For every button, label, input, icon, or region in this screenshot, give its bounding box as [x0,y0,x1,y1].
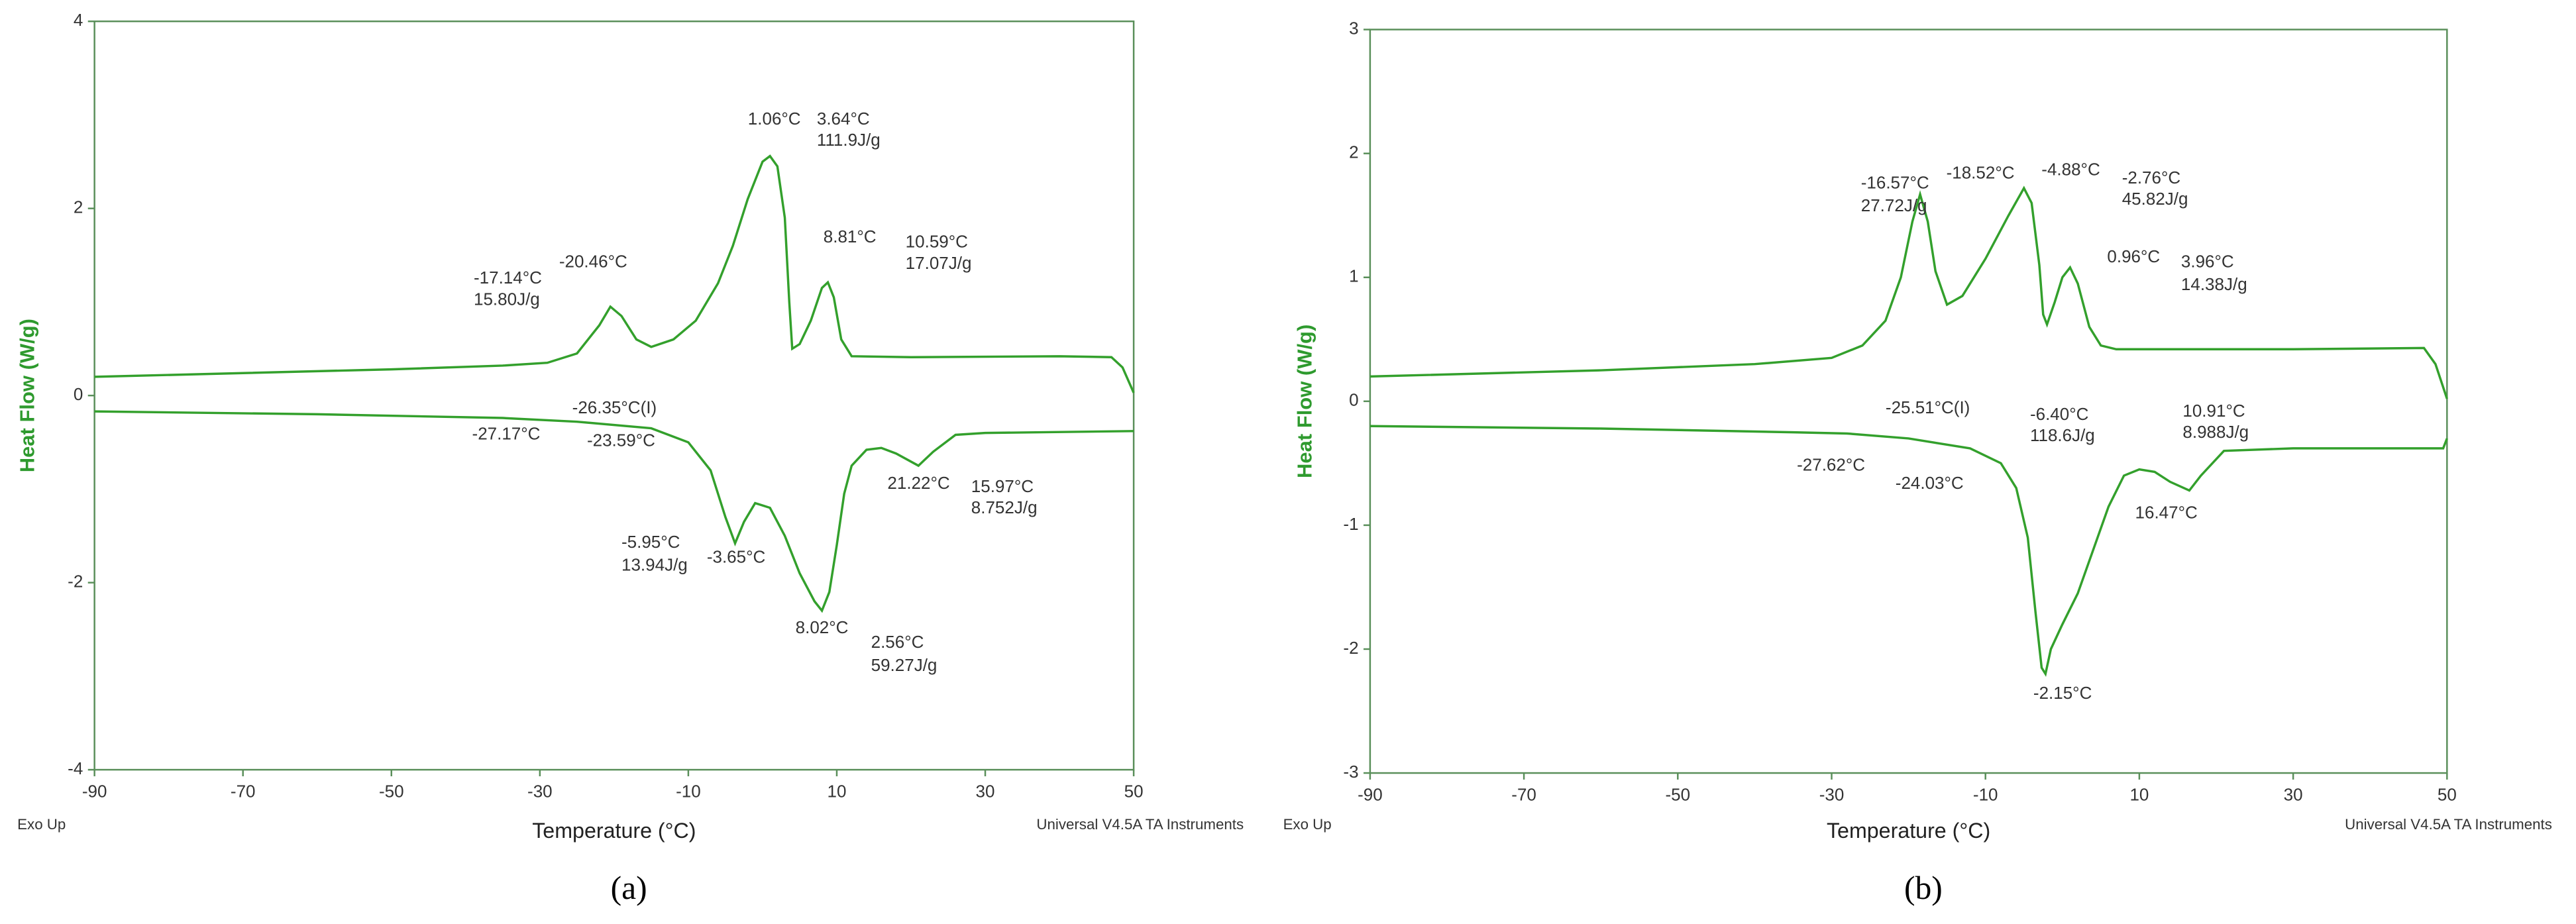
annotation: 3.96°C [2181,251,2234,271]
annotation: 111.9J/g [817,130,881,150]
y-tick-label: -2 [68,571,83,591]
y-tick-label: 2 [74,197,83,217]
annotation: -16.57°C [1861,172,1929,192]
x-tick-label: -10 [676,782,701,801]
annotation: 1.06°C [748,109,801,128]
x-tick-label: 30 [2284,785,2303,805]
annotation: 8.752J/g [971,497,1038,517]
x-axis-label: Temperature (°C) [532,819,696,843]
annotation: -24.03°C [1896,473,1964,493]
annotation: 118.6J/g [2030,425,2095,445]
y-tick-label: -2 [1343,638,1358,658]
x-tick-label: -90 [1358,785,1383,805]
annotation: -27.17°C [472,423,541,443]
annotation: -26.35°C(I) [572,397,657,417]
annotation: 13.94J/g [621,555,688,575]
annotation: -3.65°C [707,546,765,566]
y-tick-label: 1 [1349,266,1358,286]
annotation: 8.02°C [796,617,849,637]
y-tick-label: -1 [1343,514,1358,534]
annotation: 17.07J/g [906,253,972,273]
x-tick-label: -50 [379,782,404,801]
annotation: -4.88°C [2041,160,2100,180]
annotation: 3.64°C [817,109,870,128]
y-tick-label: 0 [74,384,83,404]
x-tick-label: -70 [1511,785,1536,805]
annotation: 16.47°C [2135,502,2198,522]
x-tick-label: -30 [1819,785,1845,805]
x-tick-label: 10 [827,782,846,801]
x-tick-label: 30 [976,782,995,801]
annotation: -2.15°C [2033,683,2092,703]
x-tick-label: -90 [82,782,107,801]
y-tick-label: 3 [1349,18,1358,38]
annotation: 8.988J/g [2182,422,2249,442]
y-axis-label: Heat Flow (W/g) [1293,325,1316,478]
x-tick-label: 50 [1124,782,1144,801]
annotation: -27.62°C [1797,455,1865,475]
y-tick-label: 4 [74,10,83,30]
annotation: -2.76°C [2122,168,2180,187]
annotation: -6.40°C [2030,404,2088,424]
annotation: 59.27J/g [871,655,938,675]
y-tick-label: -4 [68,758,83,778]
heat-flow-curve [94,154,1135,393]
annotation: -18.52°C [1947,163,2015,183]
footer-right: Universal V4.5A TA Instruments [2345,816,2552,833]
annotation: 10.91°C [2182,401,2245,421]
annotation: -17.14°C [474,268,542,287]
annotation: 45.82J/g [2122,189,2188,209]
heat-flow-curve [94,410,1134,613]
annotation: 21.22°C [887,473,949,493]
footer-left: Exo Up [1283,816,1332,833]
footer-left: Exo Up [17,816,66,833]
y-tick-label: 0 [1349,390,1358,410]
annotation: 14.38J/g [2181,274,2247,294]
x-tick-label: -70 [231,782,256,801]
heat-flow-curve [1369,185,2448,399]
annotation: 2.56°C [871,632,924,652]
y-tick-label: 2 [1349,142,1358,162]
x-axis-label: Temperature (°C) [1827,819,1990,843]
annotation: 15.80J/g [474,289,540,309]
annotation: -25.51°C(I) [1886,397,1970,417]
heat-flow-curve [1369,425,2448,677]
annotation: -5.95°C [621,532,680,552]
footer-right: Universal V4.5A TA Instruments [1036,816,1244,833]
caption: (b) [1904,870,1943,906]
plot-frame [93,20,1135,771]
annotation: 27.72J/g [1861,195,1927,215]
x-tick-label: 10 [2129,785,2149,805]
x-tick-label: 50 [2438,785,2457,805]
annotation: 8.81°C [824,227,877,246]
x-tick-label: -10 [1973,785,1998,805]
annotation: -23.59°C [587,430,655,450]
annotation: -20.46°C [559,251,627,271]
annotation: 10.59°C [906,232,968,252]
x-tick-label: -30 [527,782,553,801]
annotation: 0.96°C [2107,246,2160,266]
y-tick-label: -3 [1343,762,1358,782]
annotation: 15.97°C [971,476,1034,496]
y-axis-label: Heat Flow (W/g) [16,319,39,472]
caption: (a) [611,870,647,906]
x-tick-label: -50 [1666,785,1691,805]
